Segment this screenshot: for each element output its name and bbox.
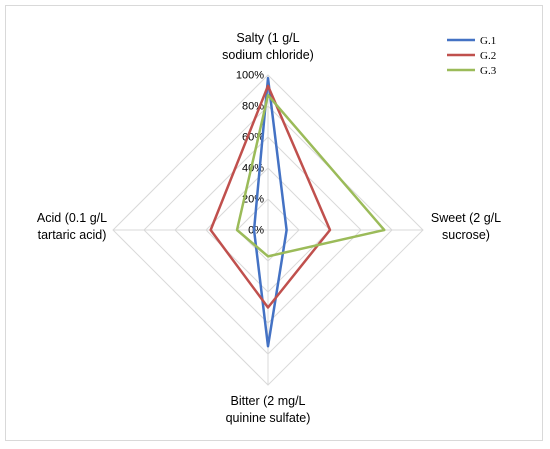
series-line [235, 93, 386, 258]
axis-label: quinine sulfate) [226, 411, 311, 425]
legend-label: G.3 [480, 65, 497, 77]
series-line [209, 84, 332, 309]
axis-label: Bitter (2 mg/L [230, 394, 305, 408]
tick-label: 20% [242, 194, 264, 206]
series-line [252, 76, 288, 348]
axis-label: Salty (1 g/L [236, 31, 299, 45]
axis-label: Sweet (2 g/L [431, 211, 501, 225]
axis-label: tartaric acid) [38, 228, 107, 242]
axis-label: sodium chloride) [222, 48, 314, 62]
axis-label: Acid (0.1 g/L [37, 211, 107, 225]
legend-label: G.2 [480, 50, 496, 62]
tick-label: 100% [236, 70, 264, 82]
tick-label: 0% [248, 225, 264, 237]
legend-label: G.1 [480, 35, 496, 47]
axis-label: sucrose) [442, 228, 490, 242]
chart-frame [5, 5, 543, 441]
